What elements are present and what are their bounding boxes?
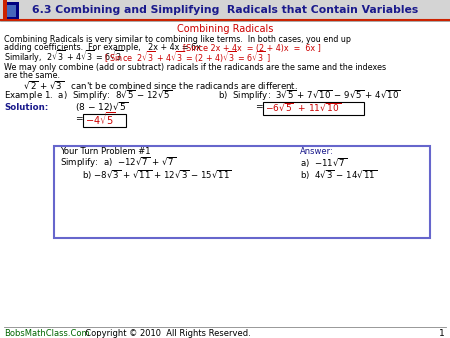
Text: [Since 2x + 4x  = (2 + 4)x  =  6x ]: [Since 2x + 4x = (2 + 4)x = 6x ] <box>183 44 321 52</box>
Text: Simplify:  a)  $-$12$\sqrt{7}$ + $\sqrt{7}$: Simplify: a) $-$12$\sqrt{7}$ + $\sqrt{7}… <box>60 156 176 170</box>
Text: =: = <box>75 115 82 123</box>
Bar <box>0 0 450 20</box>
Text: Combining Radicals: Combining Radicals <box>177 24 273 34</box>
Text: $\sqrt{2}$ + $\sqrt{3}$   can't be combined since the radicands are different.: $\sqrt{2}$ + $\sqrt{3}$ can't be combine… <box>18 79 298 91</box>
Text: $-$4$\sqrt{5}$: $-$4$\sqrt{5}$ <box>85 111 116 127</box>
FancyBboxPatch shape <box>262 101 364 115</box>
Bar <box>3 0 7 21</box>
FancyBboxPatch shape <box>82 114 126 126</box>
Text: Copyright © 2010  All Rights Reserved.: Copyright © 2010 All Rights Reserved. <box>80 329 251 338</box>
Text: We may only combine (add or subtract) radicals if the radicands are the same and: We may only combine (add or subtract) ra… <box>4 63 386 72</box>
Text: b)  4$\sqrt{3}$ $-$ 14$\sqrt{11}$: b) 4$\sqrt{3}$ $-$ 14$\sqrt{11}$ <box>300 168 377 182</box>
Bar <box>3 2 19 19</box>
Text: Solution:: Solution: <box>4 102 48 112</box>
Text: $-$6$\sqrt{5}$  + 11$\sqrt{10}$: $-$6$\sqrt{5}$ + 11$\sqrt{10}$ <box>265 101 341 113</box>
Text: [ Since  2$\sqrt{3}$ + 4$\sqrt{3}$ = (2 + 4)$\sqrt{3}$ = 6$\sqrt{3}$ ]: [ Since 2$\sqrt{3}$ + 4$\sqrt{3}$ = (2 +… <box>104 49 271 65</box>
Text: 6.3 Combining and Simplifying  Radicals that Contain Variables: 6.3 Combining and Simplifying Radicals t… <box>32 5 418 15</box>
FancyBboxPatch shape <box>54 146 430 238</box>
Text: are the same.: are the same. <box>4 71 60 79</box>
Text: Similarly,  2$\sqrt{3}$ + 4$\sqrt{3}$ = 6$\sqrt{3}$: Similarly, 2$\sqrt{3}$ + 4$\sqrt{3}$ = 6… <box>4 49 124 65</box>
Text: b)  Simplify:  3$\sqrt{5}$ + 7$\sqrt{10}$ $-$ 9$\sqrt{5}$ + 4$\sqrt{10}$: b) Simplify: 3$\sqrt{5}$ + 7$\sqrt{10}$ … <box>218 89 401 103</box>
Text: 1: 1 <box>439 329 445 338</box>
Text: a)  $-$11$\sqrt{7}$: a) $-$11$\sqrt{7}$ <box>300 156 347 170</box>
Text: Combining Radicals is very similar to combining like terms.  In both cases, you : Combining Radicals is very similar to co… <box>4 35 351 45</box>
Text: adding coefficients.  For example,   2x + 4x = 6x: adding coefficients. For example, 2x + 4… <box>4 44 201 52</box>
Text: Example 1.  a)  Simplify:  8$\sqrt{5}$ $-$ 12$\sqrt{5}$: Example 1. a) Simplify: 8$\sqrt{5}$ $-$ … <box>4 89 172 103</box>
Text: (8 $-$ 12)$\sqrt{5}$: (8 $-$ 12)$\sqrt{5}$ <box>75 100 128 114</box>
Text: Answer:: Answer: <box>300 147 334 156</box>
Text: BobsMathClass.Com: BobsMathClass.Com <box>4 329 90 338</box>
Text: Your Turn Problem #1: Your Turn Problem #1 <box>60 147 150 156</box>
Bar <box>5 5 16 17</box>
Text: b) $-$8$\sqrt{3}$ + $\sqrt{11}$ + 12$\sqrt{3}$ $-$ 15$\sqrt{11}$: b) $-$8$\sqrt{3}$ + $\sqrt{11}$ + 12$\sq… <box>82 168 232 182</box>
Text: =: = <box>255 102 262 112</box>
